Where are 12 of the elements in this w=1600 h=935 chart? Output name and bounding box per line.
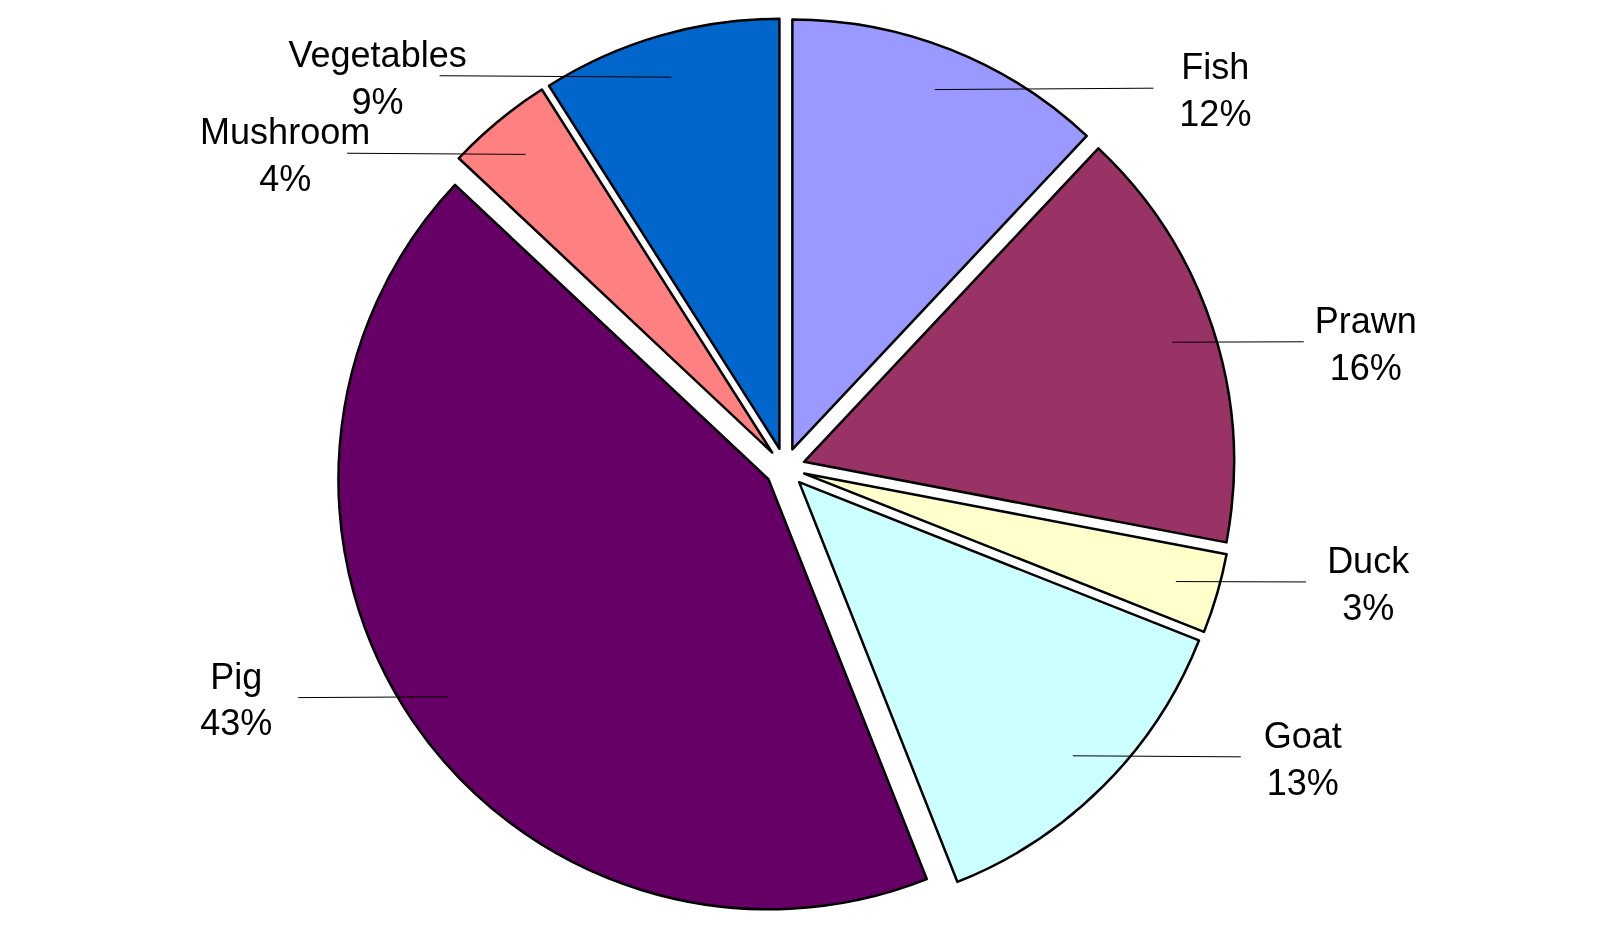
data-label: 3%	[1342, 586, 1395, 628]
slice-label: Prawn	[1314, 299, 1417, 341]
slice-label: Duck	[1327, 539, 1411, 581]
data-label: 16%	[1329, 346, 1402, 388]
data-label: 43%	[200, 702, 273, 744]
data-label: 13%	[1266, 761, 1339, 803]
slice-label: Pig	[210, 655, 263, 697]
data-label: 12%	[1179, 92, 1252, 134]
slice-label: Fish	[1181, 46, 1250, 88]
data-label: 4%	[259, 158, 312, 200]
slice-label: Goat	[1263, 714, 1342, 756]
slice-label: Vegetables	[288, 33, 467, 75]
